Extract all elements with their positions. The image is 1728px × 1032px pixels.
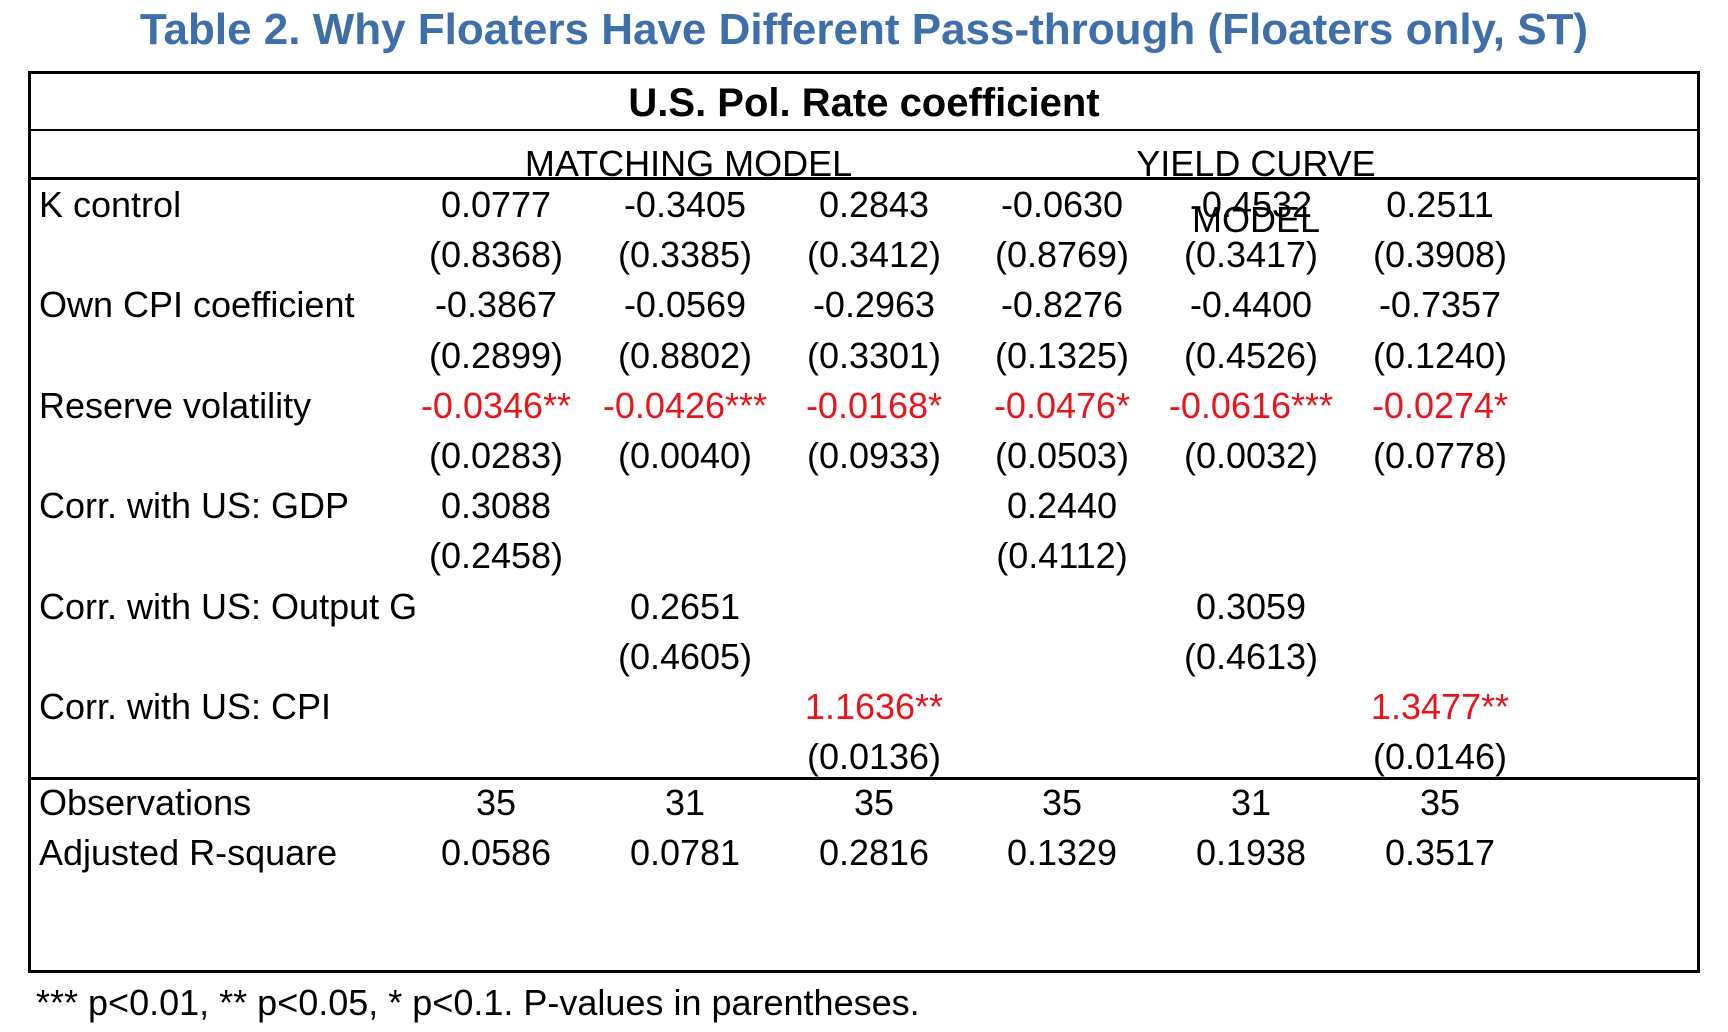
regression-table: U.S. Pol. Rate coefficient MATCHING MODE… — [28, 71, 1700, 973]
coefficient-value: 0.0777 — [440, 184, 552, 225]
coefficient-value: 0.2511 — [1386, 184, 1494, 225]
p-value: (0.3908) — [1372, 234, 1508, 276]
row-label: Reserve volatility — [39, 384, 312, 426]
coefficient-value — [1156, 679, 1346, 735]
row-label: K control — [39, 184, 182, 225]
row-label: Corr. with US: GDP — [39, 485, 350, 527]
coefficient-value: 0.2651 — [629, 585, 741, 627]
p-value — [779, 629, 969, 685]
table-header: U.S. Pol. Rate coefficient — [628, 81, 1100, 125]
row-label: Corr. with US: Output G — [39, 585, 418, 627]
stat-value: 0.1938 — [1195, 832, 1307, 874]
p-value: (0.0040) — [617, 435, 753, 476]
table-title: Table 2. Why Floaters Have Different Pas… — [139, 5, 1589, 54]
coefficient-value — [401, 679, 591, 735]
p-value: (0.4613) — [1183, 635, 1319, 677]
stat-value: 0.3517 — [1384, 832, 1496, 874]
row-label: Own CPI coefficient — [39, 284, 355, 326]
stat-value: 0.0586 — [440, 832, 552, 874]
coefficient-value: -0.0274* — [1371, 384, 1509, 426]
p-value: (0.8802) — [617, 334, 753, 376]
coefficient-value: -0.0168* — [805, 384, 943, 426]
stats-divider — [31, 777, 1697, 780]
p-value: (0.0146) — [1372, 736, 1508, 778]
stat-value: 0.2816 — [818, 832, 930, 874]
p-value: (0.0283) — [428, 435, 564, 476]
p-value — [1345, 528, 1535, 584]
coefficient-value: -0.8276 — [1000, 284, 1124, 326]
coefficient-value — [779, 579, 969, 635]
coefficient-value: -0.2963 — [812, 284, 936, 326]
stat-value: 0.0781 — [629, 832, 741, 874]
coefficient-value: 0.2843 — [818, 184, 930, 225]
coefficient-value: 0.2440 — [1006, 485, 1118, 527]
p-value: (0.4112) — [996, 535, 1128, 577]
p-value: (0.3385) — [617, 234, 753, 276]
coefficient-value — [1156, 478, 1346, 534]
coefficient-value: -0.3405 — [623, 184, 747, 225]
p-value — [1156, 528, 1346, 584]
coefficient-value — [967, 679, 1157, 735]
coefficient-value: -0.0616*** — [1168, 384, 1334, 426]
p-value: (0.3301) — [806, 334, 942, 376]
coefficient-value — [590, 478, 780, 534]
coefficient-value: -0.0569 — [623, 284, 747, 326]
stat-value: 35 — [1419, 782, 1461, 823]
footnote: *** p<0.01, ** p<0.05, * p<0.1. P-values… — [36, 982, 920, 1023]
coefficient-value: -0.4532 — [1189, 184, 1313, 225]
stat-label: Adjusted R-square — [39, 832, 338, 874]
p-value: (0.0503) — [994, 435, 1130, 476]
p-value: (0.0136) — [806, 736, 942, 778]
coefficient-value: 0.3059 — [1195, 585, 1307, 627]
coefficient-value: -0.7357 — [1378, 284, 1502, 326]
stat-value: 31 — [664, 782, 706, 823]
coefficient-value: 0.3088 — [440, 485, 552, 527]
model-divider — [31, 177, 1697, 180]
p-value: (0.3417) — [1183, 234, 1319, 276]
p-value: (0.1325) — [994, 334, 1130, 376]
coefficient-value: -0.3867 — [434, 284, 558, 326]
stat-value: 35 — [1041, 782, 1083, 823]
coefficient-value — [401, 579, 591, 635]
coefficient-value — [1345, 478, 1535, 534]
p-value — [779, 528, 969, 584]
p-value: (0.3412) — [806, 234, 942, 276]
coefficient-value: 1.1636** — [804, 686, 944, 727]
p-value: (0.0778) — [1372, 435, 1508, 476]
stat-value: 35 — [853, 782, 895, 823]
p-value: (0.8769) — [994, 234, 1130, 276]
coefficient-value: -0.0476* — [993, 384, 1131, 426]
coefficient-value — [590, 679, 780, 735]
p-value: (0.4526) — [1183, 334, 1319, 376]
p-value: (0.0933) — [806, 435, 942, 476]
coefficient-value: -0.0630 — [1000, 184, 1124, 225]
p-value: (0.1240) — [1372, 334, 1508, 376]
coefficient-value — [779, 478, 969, 534]
stat-label: Observations — [39, 782, 252, 823]
stat-value: 35 — [475, 782, 517, 823]
p-value: (0.2899) — [428, 334, 564, 376]
header-divider — [31, 129, 1697, 131]
coefficient-value: -0.4400 — [1189, 284, 1313, 326]
p-value — [401, 629, 591, 685]
p-value: (0.0032) — [1183, 435, 1319, 476]
row-label: Corr. with US: CPI — [39, 686, 332, 727]
p-value — [590, 528, 780, 584]
p-value — [1345, 629, 1535, 685]
p-value: (0.2458) — [428, 535, 564, 577]
coefficient-value — [1345, 579, 1535, 635]
coefficient-value — [967, 579, 1157, 635]
coefficient-value: 1.3477** — [1370, 686, 1510, 727]
stat-value: 0.1329 — [1006, 832, 1118, 874]
p-value: (0.8368) — [428, 234, 564, 276]
coefficient-value: -0.0346** — [420, 384, 572, 426]
p-value — [967, 629, 1157, 685]
coefficient-value: -0.0426*** — [602, 384, 768, 426]
p-value: (0.4605) — [617, 635, 753, 677]
stat-value: 31 — [1230, 782, 1272, 823]
